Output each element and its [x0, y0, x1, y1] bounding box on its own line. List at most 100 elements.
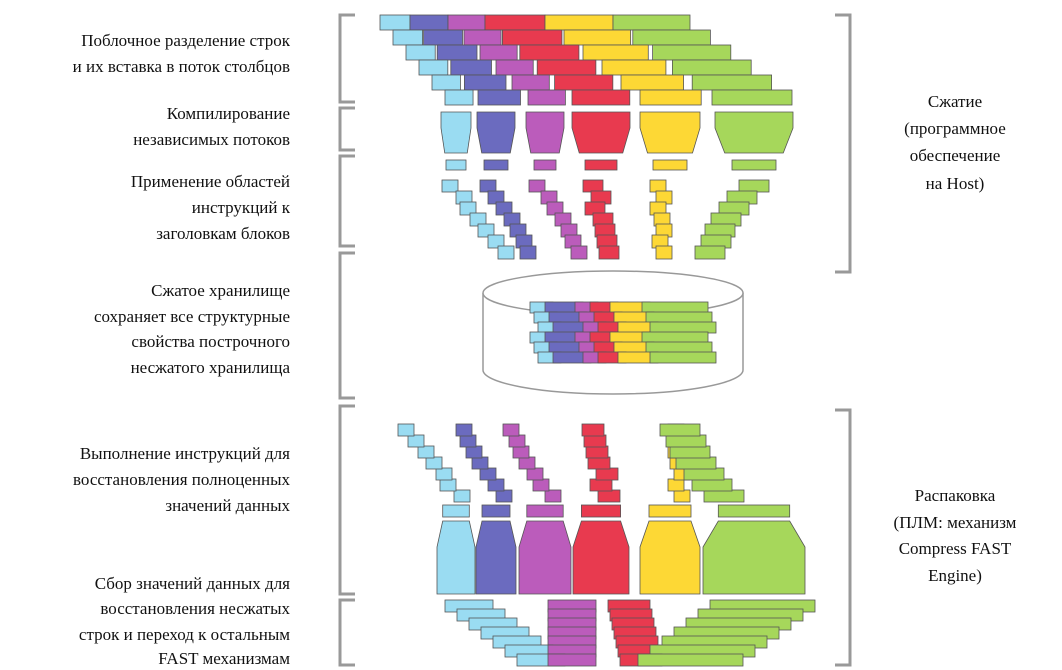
right-brackets [835, 13, 852, 667]
block [519, 44, 580, 61]
block [655, 245, 673, 260]
block [665, 434, 707, 448]
block [711, 89, 793, 106]
block [645, 311, 713, 324]
right-label: Сжатие [928, 92, 982, 111]
block [495, 489, 513, 503]
block [441, 179, 459, 193]
block [495, 59, 534, 76]
block [423, 29, 463, 46]
block [465, 445, 483, 459]
left-label: строк и переход к остальным [79, 625, 290, 644]
block [425, 456, 443, 470]
block [601, 59, 667, 76]
block [444, 89, 474, 106]
block [547, 653, 597, 667]
left-label: несжатого хранилища [131, 358, 291, 377]
block [397, 423, 415, 437]
block [532, 478, 550, 492]
block [418, 59, 449, 76]
right-label: Распаковка [915, 486, 996, 505]
block [526, 467, 544, 481]
left-brackets [338, 13, 355, 667]
funnel [714, 111, 794, 154]
block [453, 489, 471, 503]
right-label: (программное [904, 119, 1006, 138]
block [431, 74, 461, 91]
block [445, 159, 467, 171]
block [497, 245, 515, 260]
funnel [475, 520, 517, 595]
block [455, 423, 473, 437]
funnel [440, 111, 472, 154]
block [587, 456, 611, 470]
left-label: FAST механизмам [158, 649, 290, 668]
block [582, 179, 604, 193]
block [471, 456, 489, 470]
block [672, 59, 752, 76]
block [637, 653, 744, 667]
block [519, 245, 537, 260]
block [694, 245, 726, 260]
column-blocks [379, 14, 816, 667]
block [738, 179, 770, 193]
funnel [518, 520, 572, 595]
block [583, 434, 607, 448]
block [518, 456, 536, 470]
left-label: восстановления несжатых [100, 599, 290, 618]
block [612, 14, 691, 31]
block [463, 29, 502, 46]
block [570, 245, 588, 260]
left-label: Применение областей [131, 172, 290, 191]
block [417, 445, 435, 459]
block [571, 89, 631, 106]
block [652, 159, 688, 171]
labels: Поблочное разделение строк и их вставка в… [73, 31, 1017, 668]
left-label: значений данных [165, 496, 290, 515]
block [649, 351, 717, 364]
block [447, 14, 486, 31]
block [483, 159, 509, 171]
block [589, 478, 613, 492]
block [691, 478, 733, 492]
right-label: (ПЛМ: механизм [894, 513, 1017, 532]
block [533, 159, 557, 171]
left-label: Сжатое хранилище [151, 281, 290, 300]
block [526, 504, 564, 518]
block [527, 89, 566, 106]
funnel [572, 520, 630, 595]
block [673, 489, 691, 503]
right-label: Engine) [928, 566, 982, 585]
block [502, 423, 520, 437]
block [584, 159, 618, 171]
block [639, 89, 702, 106]
left-label: заголовкам блоков [156, 224, 290, 243]
block [581, 423, 605, 437]
block [675, 456, 717, 470]
block [477, 223, 495, 238]
block [459, 201, 477, 216]
block [463, 74, 507, 91]
block [683, 467, 725, 481]
block [669, 445, 711, 459]
block [554, 74, 614, 91]
block [511, 74, 550, 91]
block [379, 14, 411, 31]
right-label: обеспечение [910, 146, 1001, 165]
block [484, 14, 546, 31]
block [667, 478, 685, 492]
block [508, 434, 526, 448]
block [641, 301, 709, 314]
block [392, 29, 424, 46]
funnel [639, 520, 701, 595]
block [405, 44, 436, 61]
block [479, 44, 518, 61]
block [632, 29, 711, 46]
block [436, 44, 478, 61]
block [407, 434, 425, 448]
block [479, 179, 497, 193]
block [439, 478, 457, 492]
funnel [476, 111, 516, 154]
funnel [436, 520, 476, 595]
block [641, 331, 709, 344]
